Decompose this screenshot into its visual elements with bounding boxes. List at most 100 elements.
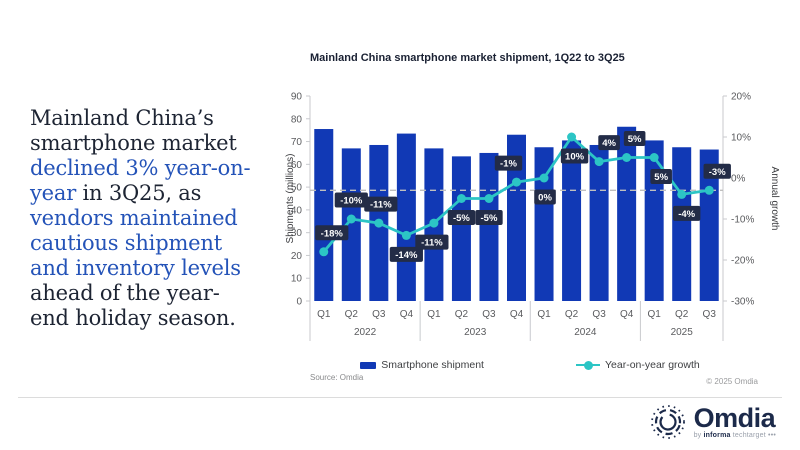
x-axis-quarter-label: Q4 — [510, 309, 524, 320]
bar-Q3-10 — [589, 144, 609, 301]
growth-label-text: 4% — [602, 138, 616, 149]
omdia-rings-icon — [650, 405, 685, 439]
growth-label-text: 10% — [565, 152, 585, 163]
right-axis-title: Annual growth — [769, 167, 780, 231]
left-axis-tick-label: 80 — [291, 114, 303, 125]
x-axis-quarter-label: Q2 — [455, 309, 469, 320]
x-axis-quarter-label: Q2 — [675, 309, 689, 320]
commentary-text: Mainland China’s smartphone market decline… — [30, 106, 296, 331]
growth-point-Q3-2 — [374, 218, 384, 228]
growth-label-chip — [494, 155, 523, 171]
copyright-note: © 2025 Omdia — [706, 377, 758, 386]
footer-divider — [18, 397, 782, 398]
growth-point-Q1-4 — [429, 218, 439, 228]
right-axis-tick-label: 10% — [731, 133, 751, 144]
x-axis-year-label: 2023 — [464, 327, 487, 338]
right-axis-tick-label: -30% — [731, 297, 754, 308]
growth-point-Q1-8 — [539, 173, 549, 183]
x-axis-quarter-label: Q1 — [317, 309, 331, 320]
growth-point-Q2-1 — [346, 214, 356, 224]
growth-label-text: -11% — [421, 238, 443, 249]
bar-Q2-13 — [672, 147, 692, 301]
commentary-line: ahead of the year- — [30, 281, 220, 305]
growth-point-Q1-0 — [319, 247, 329, 257]
x-axis-year-label: 2022 — [354, 327, 377, 338]
growth-label-chip — [364, 196, 398, 212]
bar-Q2-9 — [562, 140, 582, 301]
growth-label-chip — [598, 135, 620, 151]
x-axis-quarter-label: Q3 — [372, 309, 386, 320]
commentary-line: and inventory levels — [30, 256, 241, 280]
left-axis-tick-label: 10 — [291, 274, 303, 285]
bar-Q4-7 — [507, 134, 526, 301]
right-axis-tick-label: 0% — [731, 174, 746, 185]
growth-label-text: -5% — [481, 213, 498, 224]
bar-Q3-6 — [479, 152, 499, 301]
left-axis-tick-label: 60 — [291, 160, 303, 171]
commentary-line: declined 3% year-on- — [30, 156, 251, 180]
growth-label-text: -1% — [500, 159, 517, 170]
right-axis-tick-label: 20% — [731, 92, 751, 103]
growth-label-chip — [334, 192, 368, 208]
legend-label-shipment: Smartphone shipment — [381, 359, 484, 371]
x-axis-year-label: 2024 — [574, 327, 597, 338]
growth-point-Q2-13 — [677, 189, 687, 199]
bar-Q3-14 — [699, 149, 719, 301]
growth-label-chip — [389, 246, 423, 262]
left-axis-tick-label: 40 — [291, 205, 303, 216]
commentary-line: smartphone market — [30, 131, 237, 155]
growth-label-text: 0% — [538, 193, 552, 204]
growth-point-Q4-7 — [512, 177, 521, 187]
x-axis-quarter-label: Q3 — [482, 309, 496, 320]
x-axis-quarter-label: Q4 — [620, 309, 634, 320]
growth-label-chip — [315, 225, 349, 241]
left-axis-tick-label: 30 — [291, 228, 303, 239]
left-axis-tick-label: 20 — [291, 251, 303, 262]
growth-label-chip — [650, 169, 672, 184]
right-axis-tick-label: -10% — [731, 215, 754, 226]
omdia-byline: by informa techtarget ••• — [693, 432, 776, 439]
chart-legend: Smartphone shipment Year-on-year growth — [300, 359, 760, 371]
source-note: Source: Omdia — [310, 373, 364, 382]
omdia-wordmark: Omdia by informa techtarget ••• — [693, 405, 776, 440]
omdia-logo: Omdia by informa techtarget ••• — [649, 403, 776, 441]
left-axis-tick-label: 90 — [291, 92, 303, 103]
bar-swatch-icon — [360, 361, 377, 369]
growth-label-chip — [703, 163, 731, 179]
x-axis-quarter-label: Q3 — [703, 309, 717, 320]
legend-item-shipment: Smartphone shipment — [360, 359, 484, 371]
growth-label-text: -10% — [340, 196, 363, 207]
chart-title: Mainland China smartphone market shipmen… — [310, 52, 625, 64]
bar-Q1-0 — [314, 129, 334, 301]
growth-label-chip — [673, 205, 701, 221]
line-dot-swatch-icon — [575, 360, 600, 370]
x-axis-year-label: 2025 — [671, 327, 694, 338]
commentary-line: cautious shipment — [30, 231, 222, 255]
bar-Q1-8 — [534, 147, 554, 301]
growth-label-text: -4% — [678, 209, 695, 220]
x-axis-quarter-label: Q3 — [592, 309, 606, 320]
x-axis-quarter-label: Q1 — [537, 309, 551, 320]
bar-Q4-11 — [617, 126, 637, 301]
growth-label-text: -5% — [453, 213, 470, 224]
growth-label-text: -18% — [321, 228, 344, 239]
growth-label-chip — [447, 210, 476, 225]
bar-Q2-5 — [451, 156, 471, 301]
growth-point-Q2-5 — [456, 194, 466, 203]
growth-label-text: -14% — [395, 250, 418, 261]
growth-point-Q3-10 — [594, 157, 604, 167]
commentary-line: vendors maintained — [30, 206, 238, 230]
growth-label-text: 5% — [654, 172, 668, 183]
x-axis-quarter-label: Q1 — [427, 309, 441, 320]
x-axis-quarter-label: Q1 — [647, 309, 661, 320]
legend-item-growth: Year-on-year growth — [575, 359, 700, 371]
growth-label-text: 5% — [628, 134, 642, 145]
growth-point-Q1-12 — [649, 153, 659, 162]
growth-point-Q3-6 — [484, 194, 494, 203]
growth-label-text: -11% — [370, 200, 392, 211]
left-axis-tick-label: 50 — [291, 183, 303, 194]
x-axis-quarter-label: Q2 — [345, 309, 359, 320]
left-axis-title: Shipments (millions) — [285, 153, 296, 243]
